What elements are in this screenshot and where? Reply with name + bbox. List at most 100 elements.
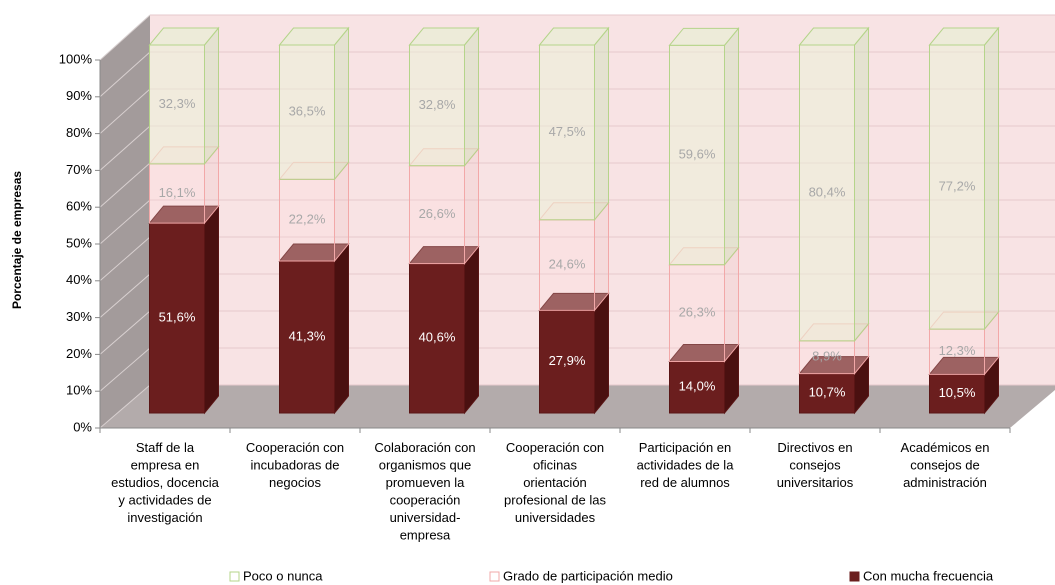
bar-side xyxy=(984,26,999,331)
legend-label: Grado de participación medio xyxy=(503,568,673,583)
grid-line xyxy=(99,384,151,429)
data-label: 8,9% xyxy=(812,349,842,364)
y-tick-label: 70% xyxy=(66,162,92,177)
bar-side xyxy=(334,242,349,415)
data-label: 16,1% xyxy=(159,185,196,200)
data-label: 77,2% xyxy=(939,178,976,193)
bar-front xyxy=(799,373,855,414)
bar-side xyxy=(854,26,869,343)
bar-side xyxy=(724,246,739,363)
bar-front xyxy=(279,44,335,180)
bar-segment: 36,5% xyxy=(278,26,350,181)
y-tick-label: 10% xyxy=(66,383,92,398)
grid-line xyxy=(99,162,151,208)
data-label: 40,6% xyxy=(419,330,456,345)
legend-swatch xyxy=(229,571,240,582)
x-tick-label: Staff de la empresa en estudios, docencia y… xyxy=(111,440,219,525)
bar-front xyxy=(279,260,335,414)
bar-front xyxy=(149,44,205,165)
bar-segment: 40,6% xyxy=(408,245,480,415)
bar-front xyxy=(929,44,985,330)
x-tick-label: Directivos en consejos universitarios xyxy=(777,440,854,490)
bar-segment: 10,5% xyxy=(928,355,1000,415)
bar-front xyxy=(149,163,205,224)
x-tick-label: Participación en actividades de la red de … xyxy=(637,440,735,490)
bar-side xyxy=(464,245,479,415)
y-tick-label: 90% xyxy=(66,88,92,103)
bar-segment: 27,9% xyxy=(538,291,610,415)
grid-line xyxy=(99,347,151,392)
data-label: 14,0% xyxy=(679,379,716,394)
grid-line xyxy=(99,125,151,171)
grid-line xyxy=(99,88,151,134)
grid-line xyxy=(99,273,151,318)
y-tick-label: 0% xyxy=(73,419,92,434)
bar-side xyxy=(334,26,349,181)
data-label: 22,2% xyxy=(289,212,326,227)
bar-front xyxy=(409,165,465,265)
bar-segment: 51,6% xyxy=(148,204,220,415)
data-label: 41,3% xyxy=(289,328,326,343)
bar-front xyxy=(539,219,595,311)
x-tick-label: Cooperación con oficinas orientación profes… xyxy=(504,440,606,525)
data-label: 36,5% xyxy=(289,104,326,119)
legend-swatch xyxy=(849,571,860,582)
bar-front xyxy=(409,263,465,414)
bar-front xyxy=(669,264,725,362)
legend-label: Poco o nunca xyxy=(243,568,323,583)
bar-side xyxy=(464,26,479,168)
bar-front xyxy=(149,222,205,414)
bar-side xyxy=(724,26,739,267)
bar-side xyxy=(594,291,609,415)
data-label: 51,6% xyxy=(159,309,196,324)
bar-side xyxy=(464,147,479,265)
y-tick-label: 20% xyxy=(66,346,92,361)
bar-side xyxy=(594,201,609,312)
bar-segment: 10,7% xyxy=(798,355,870,415)
bar-front xyxy=(669,44,725,266)
bar-segment: 59,6% xyxy=(668,26,740,267)
y-tick-label: 100% xyxy=(59,51,93,66)
bar-segment: 47,5% xyxy=(538,26,610,222)
data-label: 12,3% xyxy=(939,343,976,358)
data-label: 10,7% xyxy=(809,385,846,400)
y-tick-label: 30% xyxy=(66,309,92,324)
bar-segment: 32,3% xyxy=(148,26,220,166)
data-label: 32,8% xyxy=(419,97,456,112)
grid-line xyxy=(99,236,151,282)
data-label: 32,3% xyxy=(159,96,196,111)
bar-segment: 80,4% xyxy=(798,26,870,343)
bar-front xyxy=(929,328,985,375)
bar-side xyxy=(204,26,219,166)
y-axis-title: Porcentaje de empresas xyxy=(10,171,24,309)
y-tick-label: 40% xyxy=(66,272,92,287)
data-label: 47,5% xyxy=(549,124,586,139)
data-label: 10,5% xyxy=(939,385,976,400)
data-label: 59,6% xyxy=(679,146,716,161)
bar-front xyxy=(409,44,465,167)
bar-front xyxy=(539,44,595,221)
y-tick-label: 50% xyxy=(66,235,92,250)
bar-side xyxy=(594,26,609,222)
bar-segment: 77,2% xyxy=(928,26,1000,331)
y-tick-label: 80% xyxy=(66,125,92,140)
data-label: 26,6% xyxy=(419,206,456,221)
bar-side xyxy=(204,204,219,415)
legend-swatch xyxy=(489,571,500,582)
bar-segment: 41,3% xyxy=(278,242,350,415)
bar-segment: 32,8% xyxy=(408,26,480,168)
x-tick-label: Cooperación con incubadoras de negocios xyxy=(246,440,344,490)
grid-line xyxy=(99,14,151,61)
grid-line xyxy=(99,310,151,355)
data-label: 26,3% xyxy=(679,305,716,320)
bar-front xyxy=(799,44,855,342)
grid-line xyxy=(99,51,151,98)
data-label: 27,9% xyxy=(549,353,586,368)
x-tick-label: Académicos en consejos de administración xyxy=(901,440,990,490)
data-label: 24,6% xyxy=(549,257,586,272)
grid-line xyxy=(99,199,151,245)
legend-label: Con mucha frecuencia xyxy=(863,568,994,583)
bar-front xyxy=(669,360,725,414)
bar-front xyxy=(539,309,595,414)
